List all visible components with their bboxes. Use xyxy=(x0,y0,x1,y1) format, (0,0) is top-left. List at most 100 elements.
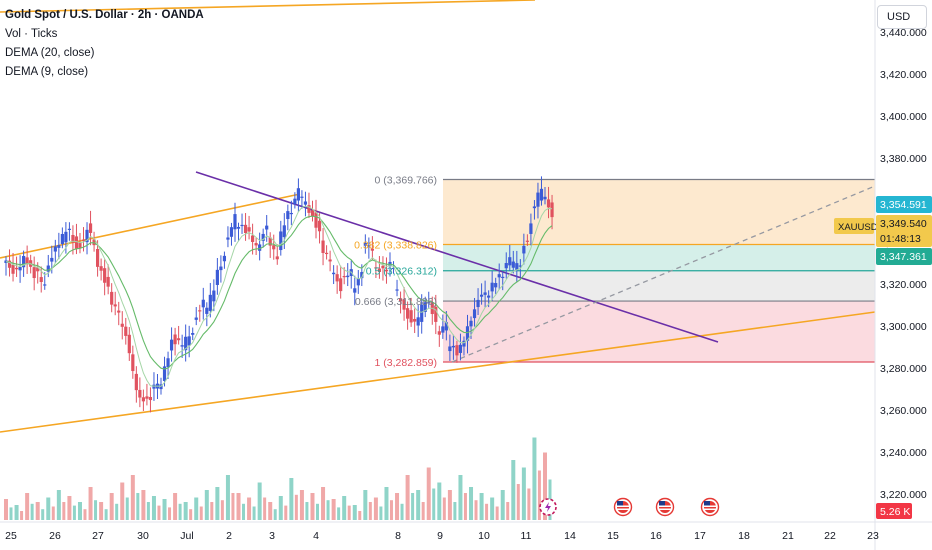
projection-line xyxy=(451,185,876,363)
candle-body xyxy=(180,345,184,347)
symbol-title[interactable]: Gold Spot / U.S. Dollar · 2h · OANDA xyxy=(5,9,204,21)
fib-retracement[interactable] xyxy=(443,178,875,363)
price-tick-label: 3,380.000 xyxy=(880,153,927,165)
fib-label: 0.666 (3,311.886) xyxy=(355,296,437,308)
flag-canton xyxy=(704,501,710,506)
candle-body xyxy=(46,265,50,272)
candle-body xyxy=(437,331,441,335)
volume-bar xyxy=(310,493,315,520)
candle-body xyxy=(339,278,343,292)
legend-dema-9[interactable]: DEMA (9, close) xyxy=(5,66,89,78)
chart-legend: Gold Spot / U.S. Dollar · 2h · OANDA Vol… xyxy=(5,6,204,82)
volume-bar xyxy=(173,493,178,520)
candle-body xyxy=(194,317,198,320)
candle-body xyxy=(402,299,406,310)
candle-body xyxy=(103,268,107,283)
candle-body xyxy=(303,201,308,205)
time-axis[interactable]: 25 26 27 30 Jul 2 3 4 8 9 10 11 14 15 16 17 18 21 22 23 xyxy=(5,530,879,542)
candle-body xyxy=(455,345,459,356)
volume-bar xyxy=(326,500,330,520)
candle-body xyxy=(423,302,427,312)
volume-bar xyxy=(500,490,505,520)
candle-body xyxy=(243,224,248,234)
volume-bar xyxy=(162,499,167,520)
volume-bar xyxy=(284,505,288,520)
candle-body xyxy=(321,240,325,253)
flag-stripe xyxy=(617,508,629,510)
volume-bar xyxy=(183,502,188,520)
candle-body xyxy=(152,384,156,389)
volume-tag-text: 5.26 K xyxy=(880,506,910,518)
flag-stripe xyxy=(659,505,671,507)
volume-bar xyxy=(225,475,230,520)
volume-bar xyxy=(120,482,125,520)
volume-bar xyxy=(469,487,474,520)
volume-bar xyxy=(527,488,531,520)
price-tag-cyan xyxy=(876,196,932,213)
candle-body xyxy=(360,272,364,279)
candle-body xyxy=(265,225,269,230)
candle-body xyxy=(32,267,36,279)
candle-body xyxy=(483,292,487,295)
candle-body xyxy=(279,231,283,251)
candle-body xyxy=(472,309,477,319)
volume-bar xyxy=(363,490,368,520)
dema-9-line xyxy=(5,205,553,387)
fib-zone xyxy=(443,301,875,362)
candle-body xyxy=(310,210,315,217)
volume-bar xyxy=(25,493,30,520)
trend-lines[interactable] xyxy=(0,0,876,433)
candle-body xyxy=(282,225,286,238)
volume-bar xyxy=(358,511,362,520)
candle-body xyxy=(226,237,230,240)
candle-body xyxy=(356,278,360,286)
candle-body xyxy=(490,282,494,292)
volume-bar xyxy=(537,470,541,520)
time-tick-label: 16 xyxy=(650,530,662,542)
candlesticks xyxy=(4,176,554,413)
dema-lines xyxy=(5,205,553,387)
time-tick-label: 4 xyxy=(313,530,319,542)
candle-body xyxy=(78,242,82,248)
candle-body xyxy=(374,267,378,269)
price-axis[interactable]: 3,220.000 3,240.000 3,260.000 3,280.000 3,30… xyxy=(880,27,927,501)
volume-tag xyxy=(876,503,912,519)
flag-stripe xyxy=(704,508,716,510)
volume-bar xyxy=(416,490,421,520)
candle-body xyxy=(465,326,470,341)
fib-zone xyxy=(443,244,875,271)
candle-body xyxy=(515,263,519,271)
candle-body xyxy=(324,252,329,255)
candle-body xyxy=(14,267,19,270)
volume-bar xyxy=(194,497,199,520)
volume-bar xyxy=(516,484,520,520)
price-tick-label: 3,240.000 xyxy=(880,447,927,459)
price-tick-label: 3,400.000 xyxy=(880,111,927,123)
candle-body xyxy=(504,263,508,269)
volume-bar xyxy=(278,496,283,520)
candle-body xyxy=(532,206,537,209)
event-markers[interactable] xyxy=(539,497,720,517)
legend-dema-20[interactable]: DEMA (20, close) xyxy=(5,47,95,59)
candle-body xyxy=(71,234,75,243)
candle-body xyxy=(120,323,124,327)
candle-body xyxy=(458,344,463,353)
volume-bar xyxy=(130,475,135,520)
currency-button[interactable]: USD xyxy=(877,5,927,29)
flag-stripe xyxy=(659,508,671,510)
volume-bar xyxy=(56,490,61,520)
candle-body xyxy=(251,235,255,242)
volume-bar xyxy=(474,500,478,520)
volume-bar xyxy=(67,496,72,520)
candle-body xyxy=(198,310,202,312)
volume-bar xyxy=(506,502,510,520)
volume-bar xyxy=(485,503,489,520)
volume-bar xyxy=(109,493,114,520)
candle-body xyxy=(240,224,244,227)
time-tick-label: 10 xyxy=(478,530,490,542)
legend-volume[interactable]: Vol · Ticks xyxy=(5,28,58,40)
volume-bar xyxy=(337,507,341,520)
candle-body xyxy=(395,289,399,291)
